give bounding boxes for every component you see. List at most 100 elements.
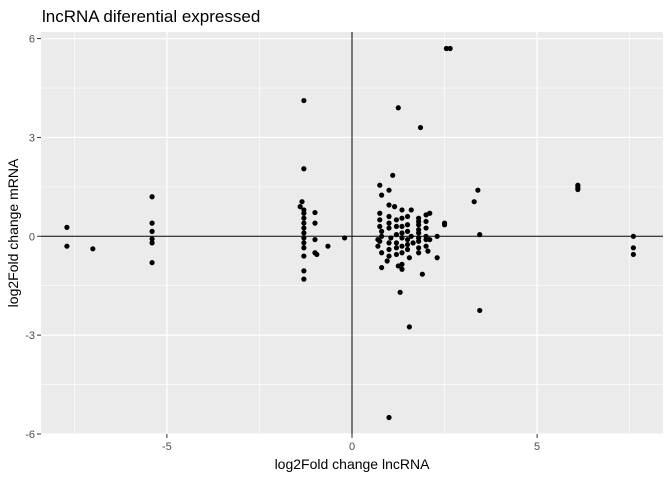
data-point — [399, 223, 405, 230]
data-point — [423, 236, 429, 243]
y-tick-label: -6 — [25, 429, 35, 441]
data-point — [386, 220, 392, 226]
data-point — [149, 228, 155, 234]
data-point — [301, 210, 307, 216]
data-point — [379, 228, 385, 234]
data-point — [475, 187, 481, 193]
data-point — [301, 240, 307, 246]
data-point — [416, 238, 422, 244]
data-point — [301, 253, 307, 259]
data-point — [477, 307, 483, 314]
data-point — [404, 246, 411, 253]
data-point — [408, 207, 414, 213]
y-axis-ticks: -6 -3 0 3 6 — [25, 34, 41, 441]
data-point — [377, 182, 383, 188]
data-point — [416, 230, 422, 236]
data-point — [393, 240, 400, 246]
data-point — [386, 202, 392, 208]
reference-lines — [41, 32, 663, 434]
x-axis-ticks: -5 0 5 — [162, 434, 540, 453]
data-point — [399, 266, 405, 272]
data-point — [397, 289, 403, 295]
data-point — [441, 222, 448, 228]
x-tick-label: 0 — [349, 441, 355, 453]
data-point — [399, 215, 405, 221]
y-tick-label: 6 — [29, 34, 35, 46]
data-points — [64, 45, 636, 421]
data-point — [301, 225, 307, 231]
data-point — [393, 223, 400, 230]
data-point — [406, 255, 412, 261]
data-point — [386, 225, 392, 231]
data-point — [434, 233, 440, 239]
data-point — [410, 240, 416, 246]
data-point — [375, 236, 381, 243]
data-point — [416, 250, 422, 256]
data-point — [301, 97, 307, 104]
x-tick-label: 5 — [534, 441, 540, 453]
data-point — [404, 213, 411, 220]
data-point — [404, 228, 411, 234]
data-point — [399, 235, 405, 241]
data-point — [399, 250, 405, 256]
data-point — [423, 243, 429, 249]
data-point — [301, 215, 307, 221]
data-point — [386, 246, 392, 253]
data-point — [386, 213, 392, 220]
x-tick-label: -5 — [162, 441, 172, 453]
x-axis-title: log2Fold change lncRNA — [275, 456, 431, 472]
data-point — [377, 223, 383, 230]
data-point — [325, 243, 331, 249]
data-point — [149, 260, 155, 266]
data-point — [386, 187, 392, 193]
data-point — [399, 243, 405, 249]
data-point — [379, 233, 385, 239]
data-point — [417, 124, 424, 131]
data-point — [447, 45, 453, 52]
data-point — [406, 324, 412, 330]
data-point — [575, 186, 581, 193]
data-point — [64, 243, 70, 249]
data-point — [399, 207, 405, 213]
data-point — [423, 218, 429, 225]
data-point — [299, 199, 305, 205]
data-point — [384, 258, 390, 264]
data-point — [391, 204, 398, 210]
data-point — [375, 243, 381, 249]
data-point — [312, 209, 318, 216]
data-point — [427, 236, 433, 243]
data-point — [149, 220, 155, 226]
data-point — [301, 235, 307, 241]
data-point — [630, 233, 636, 239]
data-point — [379, 250, 385, 256]
data-point — [404, 222, 411, 228]
data-point — [301, 230, 307, 236]
data-point — [386, 253, 392, 259]
data-point — [386, 240, 392, 246]
data-point — [443, 45, 450, 52]
data-point — [386, 414, 392, 421]
data-point — [404, 236, 411, 243]
data-point — [434, 255, 440, 261]
y-axis-title: log2Fold change mRNA — [5, 158, 21, 307]
data-point — [399, 230, 405, 236]
data-point — [301, 220, 307, 226]
data-point — [149, 240, 155, 246]
data-point — [399, 261, 405, 267]
data-point — [423, 225, 429, 231]
data-point — [404, 241, 411, 248]
y-tick-label: -3 — [25, 330, 35, 342]
data-point — [377, 217, 383, 223]
data-point — [395, 105, 401, 111]
data-point — [377, 210, 383, 216]
data-point — [297, 204, 303, 210]
data-point — [477, 232, 483, 238]
data-point — [149, 236, 155, 242]
data-point — [393, 217, 400, 223]
data-point — [301, 245, 307, 251]
data-point — [149, 194, 155, 200]
data-point — [341, 235, 348, 241]
data-point — [416, 245, 422, 251]
data-point — [393, 245, 400, 251]
